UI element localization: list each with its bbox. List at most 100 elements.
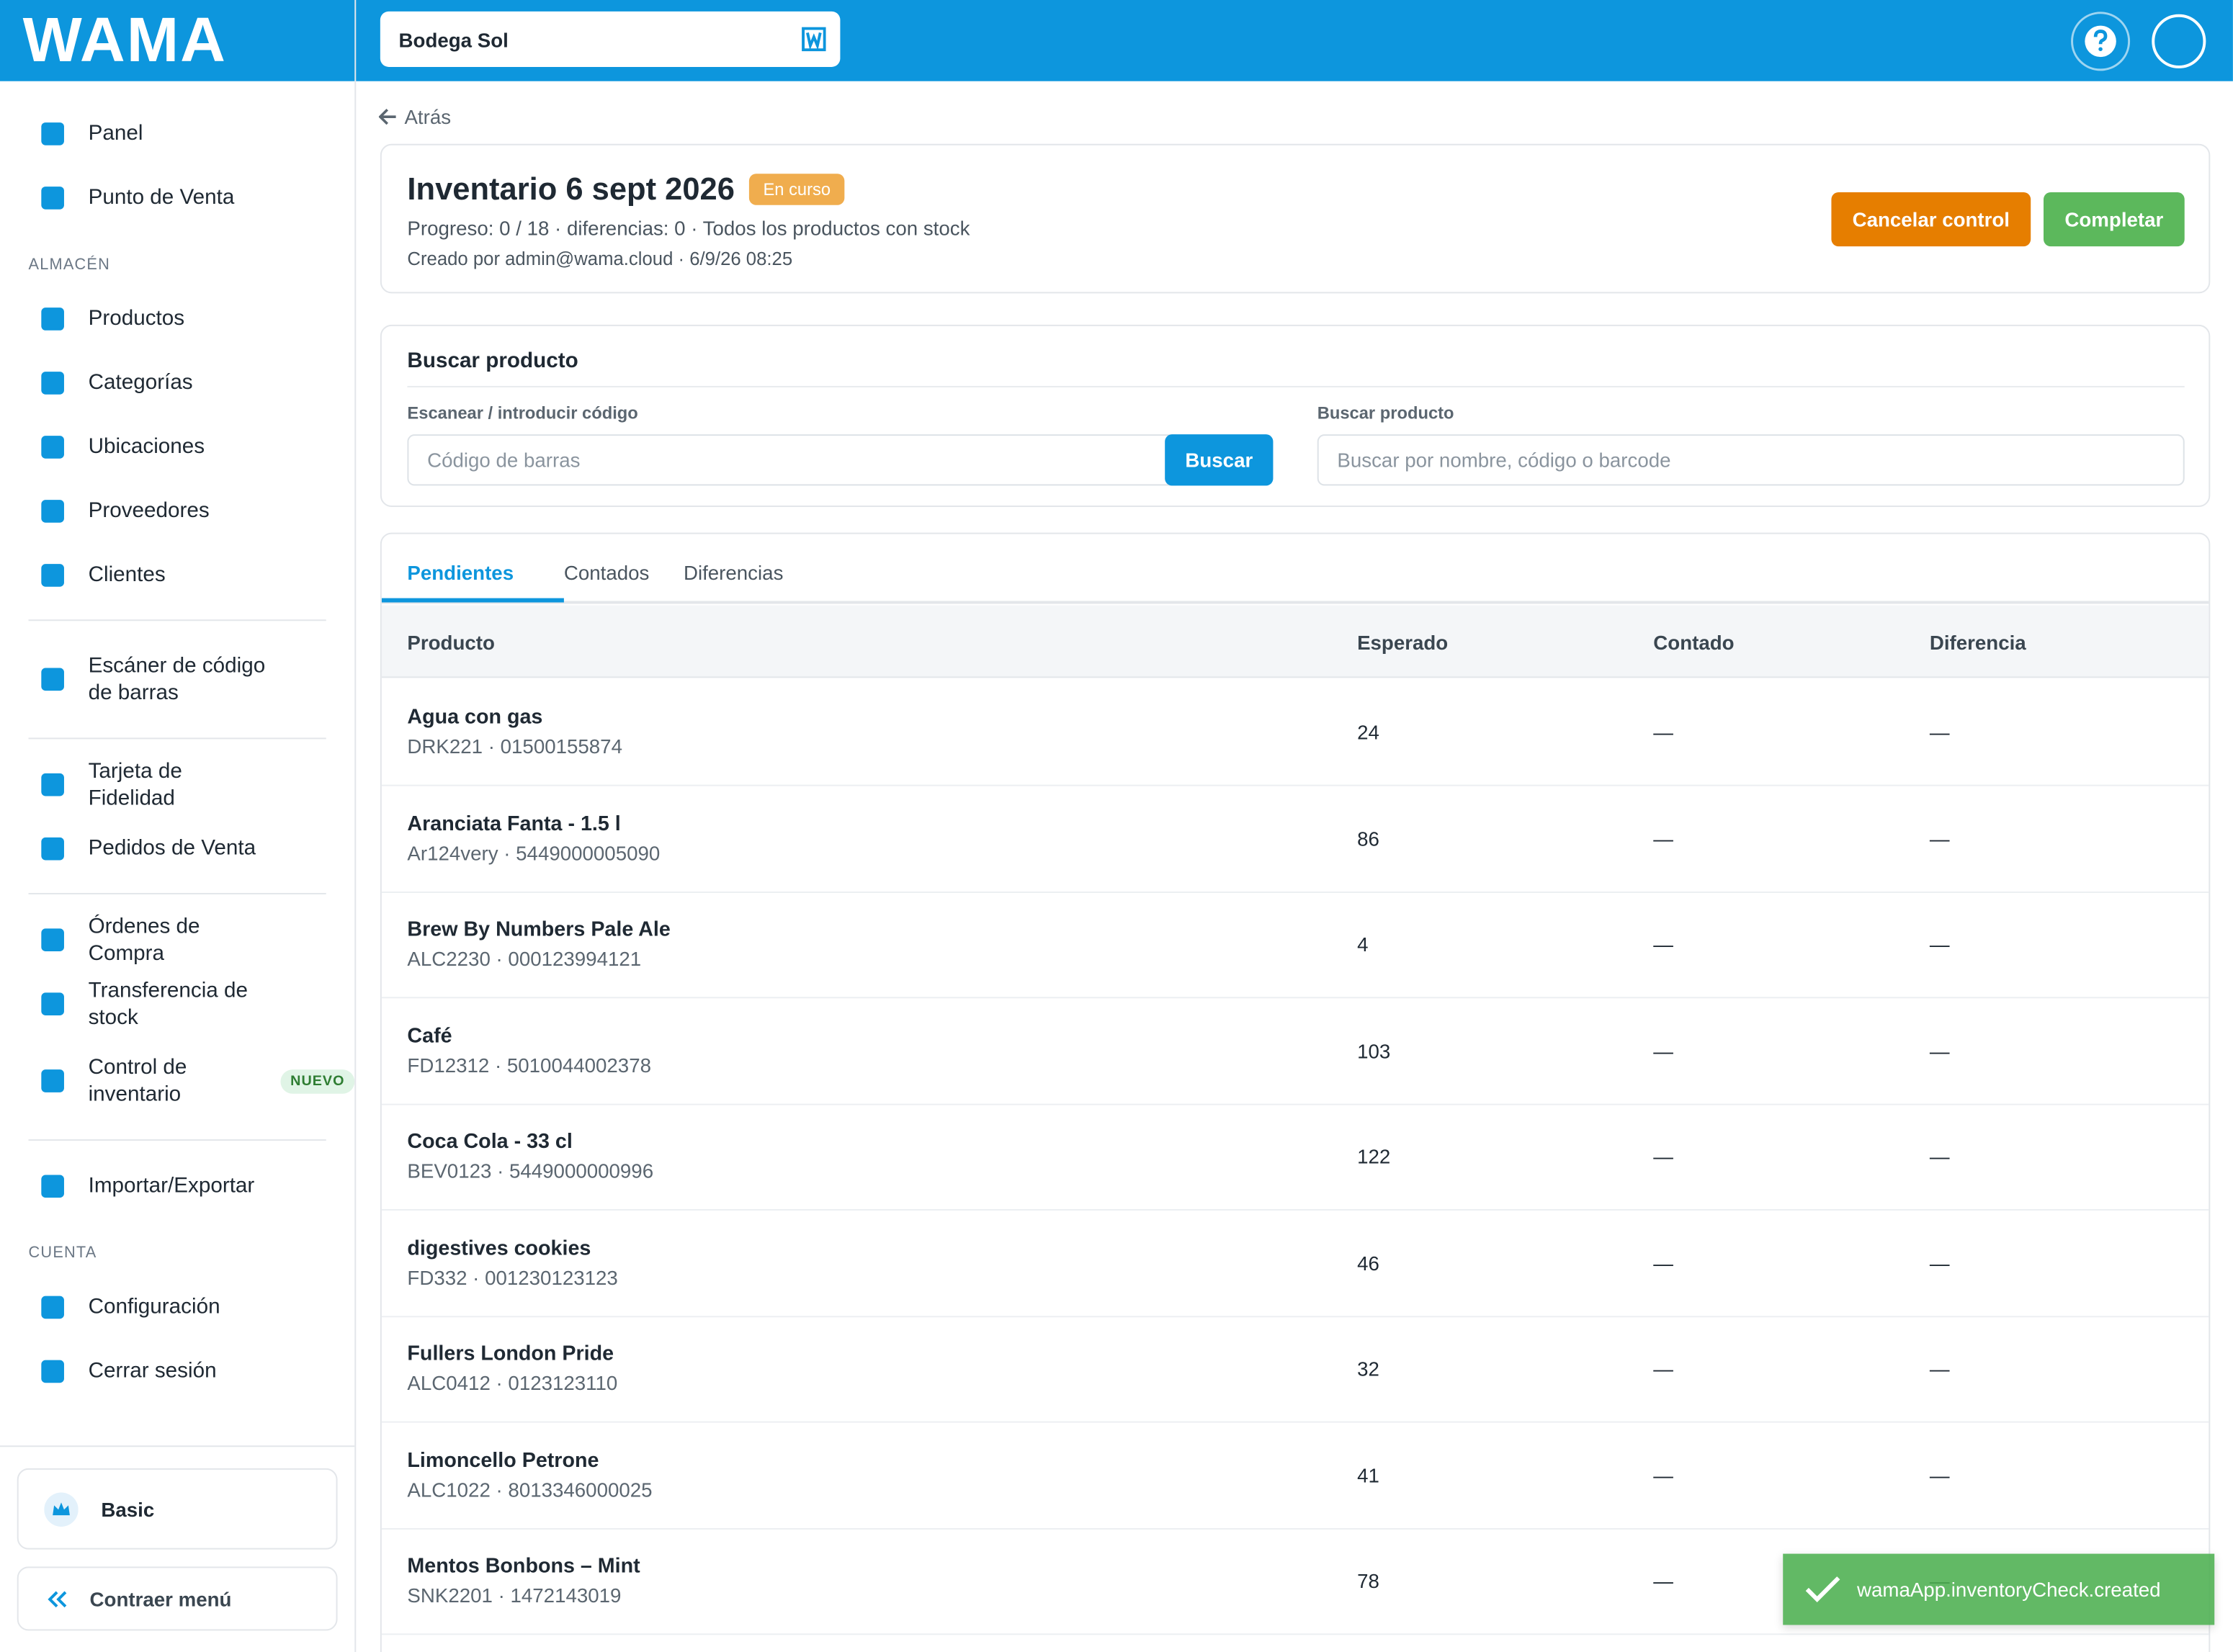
nav-icon [41,1174,64,1198]
divider [28,619,326,621]
nav-item[interactable]: Ubicaciones [0,414,354,478]
table-row[interactable]: Mentos Bonbons – Mint SNK2201 · 147214301… [381,1528,2209,1635]
nav-label: Ubicaciones [88,434,205,459]
tab[interactable]: Pendientes [407,561,514,584]
counted: — [1653,1357,1673,1381]
complete-button[interactable]: Completar [2043,192,2185,247]
difference: — [1929,826,1950,850]
nav-item[interactable]: Proveedores [0,478,354,542]
sidebar: WAMA Panel Punto de Venta ALMACÉN Productos… [0,0,357,1652]
table-row[interactable]: Café FD12312 · 5010044002378 103 — — [381,997,2209,1105]
table-row[interactable]: Fullers London Pride ALC0412 · 0123123110… [381,1316,2209,1423]
nav-section-label: CUENTA [28,1244,97,1262]
expected: 46 [1357,1251,1379,1274]
product-name: Coca Cola - 33 cl [407,1131,573,1154]
product-code: FD12312 · 5010044002378 [407,1053,652,1077]
nav-icon [41,1359,64,1383]
toast-message: wamaApp.inventoryCheck.created [1857,1578,2161,1601]
nav-item[interactable]: Pedidos de Venta [0,816,354,880]
divider [28,737,326,740]
created: Creado por admin@wama.cloud · 6/9/26 08:… [407,248,793,269]
counted: — [1653,933,1673,956]
logo[interactable]: WAMA [0,0,355,81]
product-name: digestives cookies [407,1236,591,1260]
table-row[interactable]: digestives cookies FD332 · 001230123123 46… [381,1210,2209,1317]
nav-item[interactable]: Importar/Exportar [0,1154,354,1218]
nav-label: Transferencia de stock [88,977,249,1029]
product-name: Café [407,1024,452,1048]
table-row[interactable]: Limoncello Petrone ALC1022 · 801334600002… [381,1422,2209,1529]
expected: 24 [1357,720,1379,744]
divider [0,1445,355,1447]
nav-item[interactable]: Tarjeta de Fidelidad [0,752,354,816]
product-code: FD332 · 001230123123 [407,1265,618,1288]
nav-label: Proveedores [88,498,210,523]
nav-item[interactable]: Transferencia de stock [0,971,354,1036]
search-title: Buscar producto [407,349,578,374]
expected: 41 [1357,1463,1379,1486]
scan-input[interactable]: Código de barras [407,434,1177,486]
nav-section-label: ALMACÉN [28,256,111,274]
counted: — [1653,1463,1673,1486]
nav-item[interactable]: Configuración [0,1275,354,1339]
search-input[interactable]: Buscar por nombre, código o barcode [1317,434,2185,486]
nav-item[interactable]: Escáner de código de barras [0,634,354,725]
toast[interactable]: wamaApp.inventoryCheck.created [1783,1553,2215,1625]
tab-underline [381,598,564,603]
expected: 103 [1357,1038,1391,1062]
table-row[interactable]: Agua con gas DRK221 · 01500155874 24 — — [381,679,2209,786]
product-name: Limoncello Petrone [407,1449,599,1472]
collapse-icon [48,1590,67,1607]
tab[interactable]: Contados [563,561,650,584]
nav-label: Escáner de código de barras [88,653,266,705]
progress: Progreso: 0 / 18 · diferencias: 0 · Todo… [407,216,970,240]
nav-item[interactable]: Punto de Venta [0,165,354,229]
cancel-button[interactable]: Cancelar control [1831,192,2031,247]
store-selector[interactable]: Bodega Sol [380,11,841,67]
page-title: Inventario 6 sept 2026 [407,171,735,207]
nav-item[interactable]: Órdenes de Compra [0,907,354,971]
nav-item[interactable]: Control de inventario NUEVO [0,1036,355,1127]
counted: — [1653,1251,1673,1274]
nav-label: Panel [88,121,143,145]
nav-icon [41,928,64,951]
product-code: BEV0123 · 5449000000996 [407,1159,654,1182]
nav-icon [41,1069,64,1092]
counted: — [1653,1144,1673,1168]
product-code: DRK221 · 01500155874 [407,735,622,758]
search-card: Buscar producto Escanear / introducir có… [380,324,2211,508]
nav-label: Importar/Exportar [88,1173,255,1198]
counted: — [1653,1569,1673,1592]
help-button[interactable] [2071,12,2131,71]
nav-icon [41,836,64,860]
plan-box[interactable]: Basic [17,1468,338,1550]
nav-label: Configuración [88,1294,220,1319]
plan-icon [44,1491,79,1526]
difference: — [1929,933,1950,956]
avatar[interactable] [2150,13,2207,70]
scan-button[interactable]: Buscar [1165,434,1274,486]
product-name: Brew By Numbers Pale Ale [407,918,671,942]
nav-item[interactable]: Categorías [0,350,354,414]
tab[interactable]: Diferencias [683,561,784,584]
nav-item[interactable]: Clientes [0,542,354,606]
back-label: Atrás [404,105,452,128]
table-card: Pendientes Contados Diferencias Producto Es… [380,532,2211,1652]
expected: 86 [1357,826,1379,850]
nav-item[interactable]: Cerrar sesión [0,1339,354,1403]
table-row[interactable]: Coca Cola - 33 cl BEV0123 · 5449000000996… [381,1104,2209,1211]
expected: 4 [1357,933,1369,956]
back-link[interactable]: Atrás [378,105,452,128]
difference: — [1929,1463,1950,1486]
product-code: Ar124very · 5449000005090 [407,840,661,864]
nav-item[interactable]: Panel [0,101,354,165]
table-row[interactable]: Aranciata Fanta - 1.5 l Ar124very · 54490… [381,786,2209,892]
collapse-button[interactable]: Contraer menú [17,1566,338,1631]
product-code: ALC1022 · 8013346000025 [407,1477,653,1501]
table-row[interactable]: Brew By Numbers Pale Ale ALC2230 · 000123… [381,892,2209,999]
collapse-label: Contraer menú [89,1587,232,1610]
product-code: SNK2201 · 1472143019 [407,1584,622,1607]
back-icon [378,109,396,125]
nav-item[interactable]: Productos [0,286,354,350]
